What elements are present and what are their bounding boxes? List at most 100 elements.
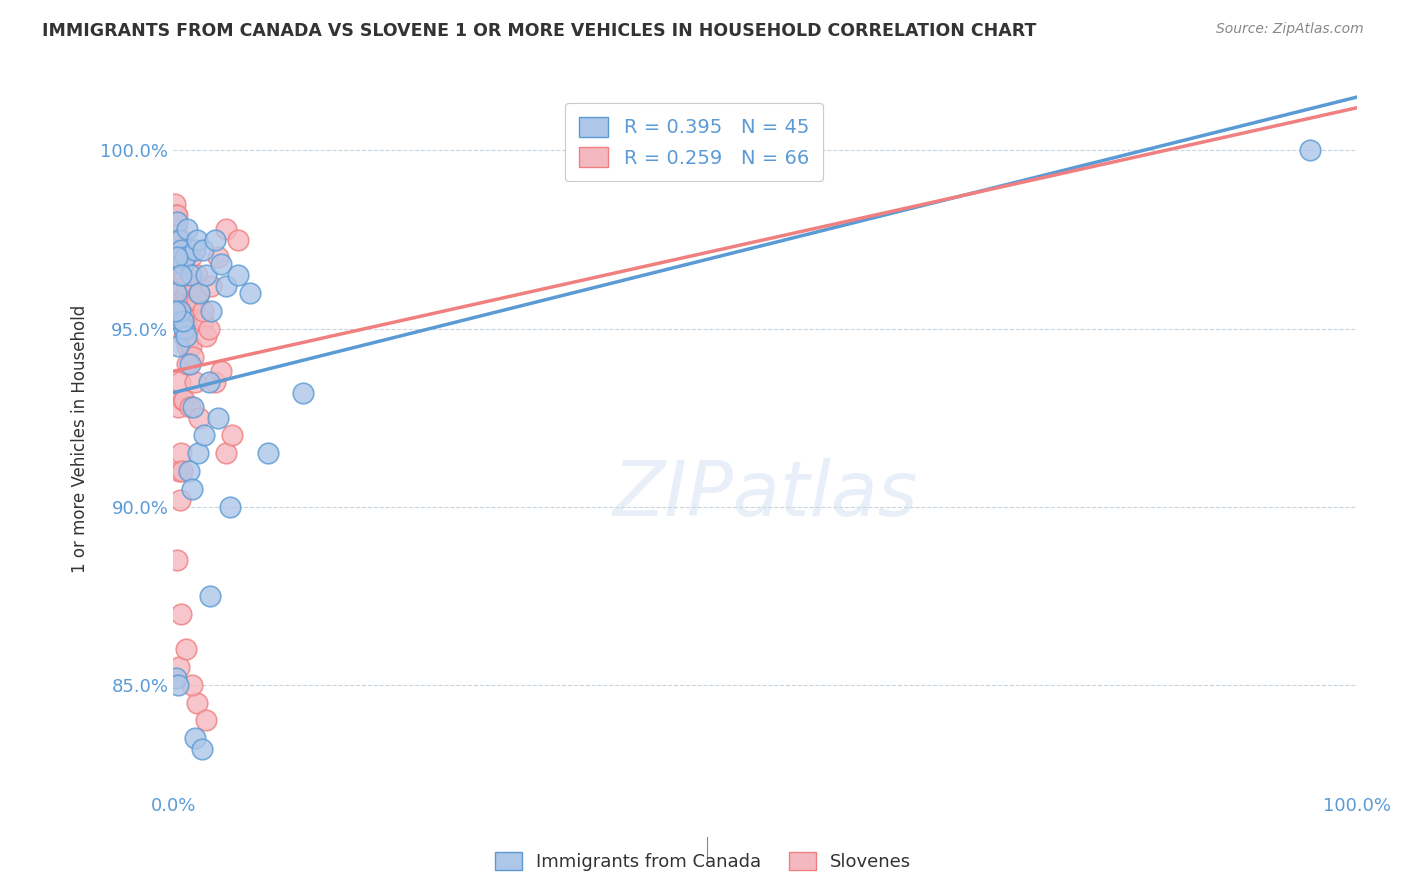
Point xyxy=(1298,144,1320,158)
Point xyxy=(169,314,191,328)
Point xyxy=(180,268,202,282)
Point xyxy=(167,251,190,265)
Point xyxy=(187,446,209,460)
Text: ZIPatlas: ZIPatlas xyxy=(613,458,918,533)
Text: Source: ZipAtlas.com: Source: ZipAtlas.com xyxy=(1216,22,1364,37)
Point xyxy=(172,303,194,318)
Point xyxy=(170,244,193,258)
Point xyxy=(170,233,193,247)
Point xyxy=(190,742,212,756)
Y-axis label: 1 or more Vehicles in Household: 1 or more Vehicles in Household xyxy=(72,305,89,574)
Point xyxy=(167,678,190,692)
Point xyxy=(170,257,193,271)
Point xyxy=(166,251,188,265)
Point xyxy=(169,375,191,389)
Point xyxy=(177,303,200,318)
Point xyxy=(172,314,194,328)
Point xyxy=(166,215,188,229)
Point xyxy=(180,339,202,353)
Point xyxy=(173,392,195,407)
Point xyxy=(173,293,195,307)
Point xyxy=(172,257,194,271)
Point xyxy=(204,233,226,247)
Point xyxy=(195,714,218,728)
Point xyxy=(172,314,194,328)
Point xyxy=(167,233,190,247)
Point xyxy=(228,268,250,282)
Point xyxy=(188,285,211,300)
Point xyxy=(207,251,229,265)
Point xyxy=(174,268,197,282)
Point xyxy=(207,410,229,425)
Point xyxy=(197,321,219,335)
Point xyxy=(183,731,205,746)
Point xyxy=(186,696,208,710)
Point xyxy=(169,492,191,507)
Text: IMMIGRANTS FROM CANADA VS SLOVENE 1 OR MORE VEHICLES IN HOUSEHOLD CORRELATION CH: IMMIGRANTS FROM CANADA VS SLOVENE 1 OR M… xyxy=(42,22,1036,40)
Point xyxy=(179,357,201,371)
Point xyxy=(239,285,262,300)
Point xyxy=(209,364,232,378)
Point xyxy=(257,446,280,460)
Point xyxy=(167,400,190,414)
Point xyxy=(170,607,193,621)
Point xyxy=(179,400,201,414)
Point xyxy=(181,293,204,307)
Point xyxy=(183,350,205,364)
Point xyxy=(172,392,194,407)
Point xyxy=(163,197,186,211)
Point xyxy=(186,268,208,282)
Point xyxy=(167,268,190,282)
Point xyxy=(176,357,198,371)
Point xyxy=(177,464,200,478)
Point xyxy=(183,278,205,293)
Point xyxy=(221,428,243,442)
Point xyxy=(183,244,205,258)
Legend: Immigrants from Canada, Slovenes: Immigrants from Canada, Slovenes xyxy=(488,845,918,879)
Point xyxy=(186,293,208,307)
Point xyxy=(173,321,195,335)
Point xyxy=(174,251,197,265)
Point xyxy=(170,268,193,282)
Point xyxy=(215,222,238,236)
Point xyxy=(292,385,315,400)
Point xyxy=(200,303,222,318)
Point xyxy=(191,244,214,258)
Point xyxy=(167,244,190,258)
Point xyxy=(186,233,208,247)
Point xyxy=(174,642,197,657)
Point xyxy=(183,375,205,389)
Legend: R = 0.395   N = 45, R = 0.259   N = 66: R = 0.395 N = 45, R = 0.259 N = 66 xyxy=(565,103,823,181)
Point xyxy=(180,251,202,265)
Point xyxy=(215,278,238,293)
Point xyxy=(167,660,190,674)
Point xyxy=(188,285,211,300)
Point xyxy=(176,278,198,293)
Point xyxy=(163,303,186,318)
Point xyxy=(172,268,194,282)
Point xyxy=(174,314,197,328)
Point xyxy=(174,303,197,318)
Point xyxy=(195,328,218,343)
Point xyxy=(191,314,214,328)
Point xyxy=(215,446,238,460)
Point xyxy=(181,678,204,692)
Point xyxy=(181,482,204,496)
Point xyxy=(191,303,214,318)
Point xyxy=(219,500,242,514)
Point xyxy=(170,446,193,460)
Point xyxy=(193,428,215,442)
Point xyxy=(169,278,191,293)
Point xyxy=(209,257,232,271)
Point xyxy=(165,285,187,300)
Point xyxy=(198,589,221,603)
Point xyxy=(183,400,205,414)
Point xyxy=(167,464,190,478)
Point xyxy=(166,303,188,318)
Point xyxy=(195,268,218,282)
Point xyxy=(177,321,200,335)
Point xyxy=(228,233,250,247)
Point xyxy=(204,375,226,389)
Point xyxy=(169,303,191,318)
Point xyxy=(165,671,187,685)
